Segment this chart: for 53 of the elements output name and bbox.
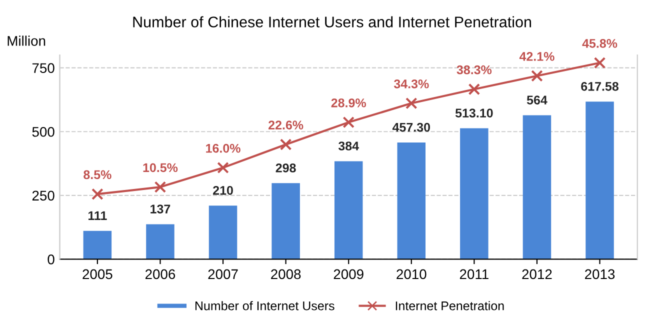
data-label: 42.1% [519, 52, 554, 61]
bar [586, 102, 614, 260]
point [531, 70, 543, 82]
x-tick-label: 2012 [522, 269, 552, 280]
data-label: 384 [338, 142, 359, 150]
point [154, 181, 166, 193]
bar [522, 115, 552, 260]
x-tick-label: 2013 [585, 269, 615, 280]
data-label: 22.6% [268, 120, 304, 130]
data-label: 617.58 [581, 82, 618, 91]
data-label: 16.0% [206, 144, 240, 153]
point [594, 56, 606, 69]
data-label: 564 [526, 96, 548, 104]
y-tick-label: 500 [32, 126, 54, 137]
data-label: 45.8% [582, 39, 618, 48]
data-label: 8.5% [84, 170, 112, 180]
x-tick-label: 2010 [396, 269, 426, 280]
y-tick-label: 0 [48, 254, 54, 264]
bar [208, 206, 238, 260]
data-label: 10.5% [143, 163, 178, 172]
x-tick-label: 2011 [460, 269, 488, 280]
point [217, 162, 229, 174]
legend-label: Internet Penetration [396, 301, 504, 310]
bar [397, 142, 426, 260]
legend-label: Number of Internet Users [195, 301, 334, 310]
point [405, 97, 418, 110]
bar [146, 224, 174, 260]
data-label: 513.10 [455, 108, 493, 118]
point [342, 116, 355, 128]
point [92, 188, 104, 200]
x-tick-label: 2007 [208, 269, 238, 280]
bar [83, 230, 112, 260]
data-label: 28.9% [331, 98, 366, 108]
data-label: 210 [213, 186, 233, 195]
data-label: 298 [276, 164, 296, 172]
x-tick-label: 2009 [334, 269, 364, 280]
data-label: 457.30 [392, 122, 430, 132]
y-tick-label: 750 [32, 63, 54, 74]
point [468, 83, 480, 96]
data-label: 34.3% [394, 79, 429, 88]
data-label: 38.3% [456, 65, 492, 74]
x-tick-label: 2006 [145, 269, 176, 280]
y-axis-title: Million [8, 36, 46, 46]
chart-title: Number of Chinese Internet Users and Internet Penetration [133, 16, 532, 28]
data-label: 137 [150, 204, 170, 214]
point [280, 138, 292, 150]
x-tick-label: 2005 [82, 269, 112, 280]
y-tick-label: 250 [32, 190, 54, 201]
bar [460, 128, 488, 260]
data-label: 111 [88, 211, 107, 220]
x-tick-label: 2008 [271, 269, 301, 280]
bar [334, 161, 363, 260]
bar [272, 183, 300, 260]
